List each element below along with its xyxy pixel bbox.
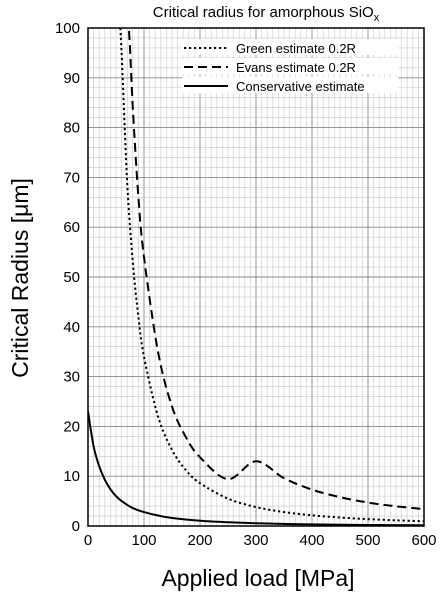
legend-label-conservative-estimate: Conservative estimate [236, 79, 365, 94]
y-tick-label: 80 [63, 120, 80, 137]
x-tick-label: 0 [84, 532, 92, 549]
chart-title-text: Critical radius for amorphous SiO [153, 4, 374, 21]
y-tick-label: 30 [63, 369, 80, 386]
y-tick-label: 0 [72, 518, 80, 535]
legend-backdrop [182, 39, 398, 55]
series-line-conservative-estimate [88, 411, 424, 526]
chart-title-subscript: x [374, 12, 380, 24]
legend-backdrop [182, 77, 398, 93]
y-tick-label: 10 [63, 468, 80, 485]
series-line-evans-estimate-0-2r [127, 28, 424, 511]
x-tick-label: 200 [187, 532, 212, 549]
y-tick-label: 40 [63, 319, 80, 336]
plot-frame [87, 27, 425, 527]
x-tick-label: 400 [299, 532, 324, 549]
x-axis-label: Applied load [MPa] [161, 565, 354, 591]
series-line-green-estimate-0-2r [119, 28, 424, 523]
y-tick-label: 70 [63, 169, 80, 186]
y-tick-label: 60 [63, 219, 80, 236]
y-tick-label: 100 [55, 20, 80, 37]
x-tick-labels: 0 100 200 300 400 500 600 [84, 532, 437, 549]
y-axis-label: Critical Radius [μm] [7, 178, 33, 378]
legend: Green estimate 0.2R Evans estimate 0.2R Co… [182, 39, 398, 94]
legend-backdrop [182, 58, 398, 74]
y-tick-label: 50 [63, 269, 80, 286]
y-tick-label: 90 [63, 70, 80, 87]
series-layer [88, 28, 424, 526]
y-tick-labels: 0 10 20 30 40 50 60 70 80 90 100 [55, 20, 80, 535]
x-tick-label: 600 [411, 532, 436, 549]
chart-title: Critical radius for amorphous SiOx [153, 4, 380, 24]
legend-label-evans-estimate-0-2r: Evans estimate 0.2R [236, 60, 356, 75]
y-tick-label: 20 [63, 418, 80, 435]
legend-label-green-estimate-0-2r: Green estimate 0.2R [236, 41, 356, 56]
x-tick-label: 300 [243, 532, 268, 549]
x-tick-label: 100 [131, 532, 156, 549]
grid [87, 27, 425, 527]
x-tick-label: 500 [355, 532, 380, 549]
